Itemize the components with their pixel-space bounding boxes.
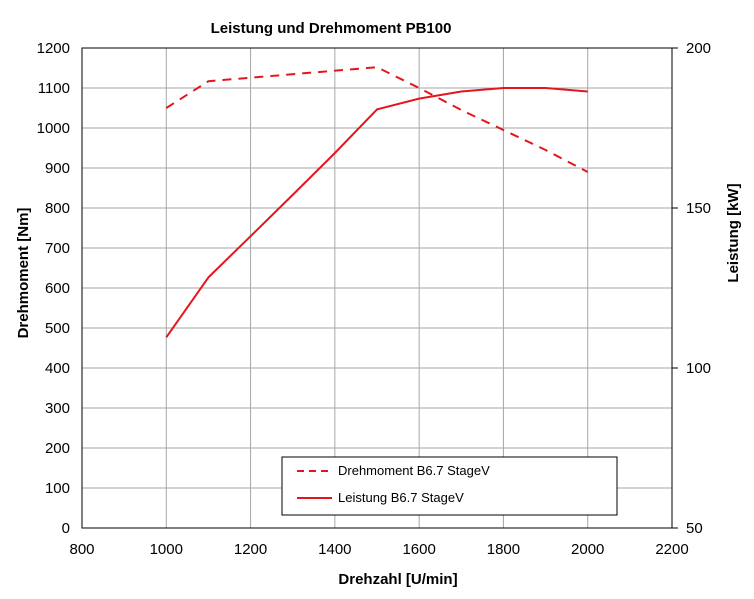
y-tick-label: 1200 xyxy=(37,40,70,57)
series-layer xyxy=(165,66,589,338)
y-tick-label: 700 xyxy=(45,240,70,257)
series-line-leistung xyxy=(165,87,588,338)
y-tick-label: 600 xyxy=(45,280,70,297)
x-axis-label: Drehzahl [U/min] xyxy=(338,571,457,588)
x-tick-label: 1400 xyxy=(318,541,351,558)
x-tick-label: 1600 xyxy=(402,541,435,558)
y-tick-label: 500 xyxy=(45,320,70,337)
y2-axis-label: Leistung [kW] xyxy=(725,183,742,282)
x-tick-label: 2200 xyxy=(655,541,688,558)
x-tick-label: 2000 xyxy=(571,541,604,558)
y-tick-label: 400 xyxy=(45,360,70,377)
x-tick-label: 1200 xyxy=(234,541,267,558)
legend: Drehmoment B6.7 StageV Leistung B6.7 Sta… xyxy=(281,456,618,516)
y2-tick-labels: 50 100 150 200 xyxy=(672,40,711,537)
legend-label-drehmoment: Drehmoment B6.7 StageV xyxy=(338,463,490,478)
y-tick-label: 1100 xyxy=(38,80,70,97)
y-tick-label: 300 xyxy=(45,400,70,417)
legend-label-leistung: Leistung B6.7 StageV xyxy=(338,490,464,505)
y2-tick-label: 50 xyxy=(686,520,703,537)
y-tick-label: 900 xyxy=(45,160,70,177)
y-tick-label: 0 xyxy=(62,520,70,537)
y2-tick-label: 200 xyxy=(686,40,711,57)
chart-title: Leistung und Drehmoment PB100 xyxy=(211,20,452,37)
plot-frame xyxy=(81,47,673,529)
y-tick-label: 1000 xyxy=(37,120,70,137)
x-tick-labels: 800 1000 1200 1400 1600 1800 2000 2200 xyxy=(69,541,688,558)
y-tick-label: 100 xyxy=(45,480,70,497)
x-tick-label: 1800 xyxy=(487,541,520,558)
grid xyxy=(81,47,673,529)
y2-tick-label: 150 xyxy=(686,200,711,217)
legend-box xyxy=(281,456,618,516)
y2-tick-label: 100 xyxy=(686,360,711,377)
y-axis-label: Drehmoment [Nm] xyxy=(15,208,32,339)
y-tick-label: 800 xyxy=(45,200,70,217)
x-tick-label: 1000 xyxy=(150,541,183,558)
y-tick-labels: 0 100 200 300 400 500 600 700 800 900 1000 1100 1200 xyxy=(37,40,70,537)
y-tick-label: 200 xyxy=(45,440,70,457)
x-tick-label: 800 xyxy=(69,541,94,558)
series-line-drehmoment xyxy=(165,66,589,173)
